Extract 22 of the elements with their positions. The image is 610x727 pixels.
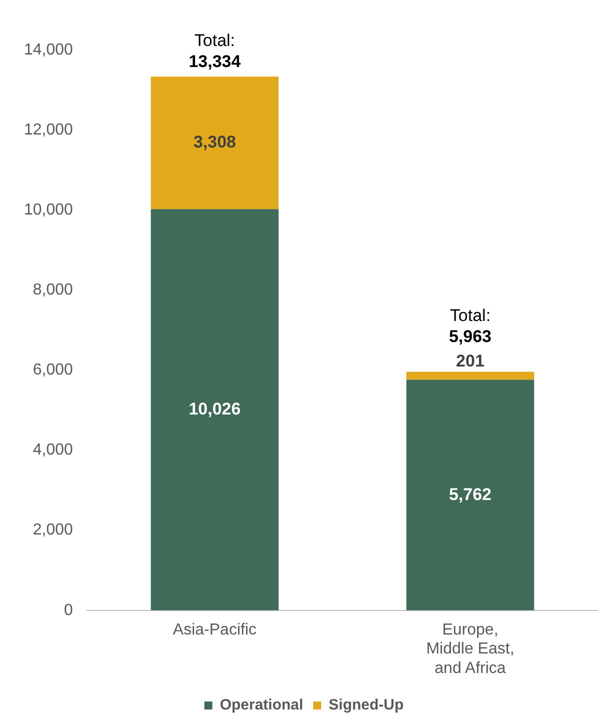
bar (150, 209, 279, 610)
y-tick-label: 10,000 (24, 202, 74, 219)
data-label: 5,762 (448, 484, 492, 504)
data-label: 201 (456, 351, 484, 370)
x-tick-label: Europe, Middle East, and Africa (426, 621, 514, 677)
y-tick-label: 4,000 (32, 442, 74, 459)
y-tick-label: 2,000 (32, 522, 74, 539)
y-tick-label: 0 (64, 602, 74, 619)
total-label: Total: 5,963 (448, 306, 492, 346)
y-tick-label: 8,000 (32, 282, 74, 299)
data-label: 3,308 (193, 132, 236, 152)
y-tick-label: 14,000 (24, 41, 74, 58)
x-tick-label: Asia-Pacific (172, 621, 256, 638)
y-tick-label: 12,000 (24, 121, 74, 138)
bar (406, 372, 534, 380)
legend-label: Operational (220, 696, 304, 714)
total-label: Total: 13,334 (188, 30, 242, 71)
y-tick-label: 6,000 (32, 362, 74, 379)
bar (150, 76, 279, 210)
data-label: 10,026 (188, 399, 241, 418)
legend-label: Signed-Up (328, 696, 404, 714)
bar (406, 380, 534, 610)
